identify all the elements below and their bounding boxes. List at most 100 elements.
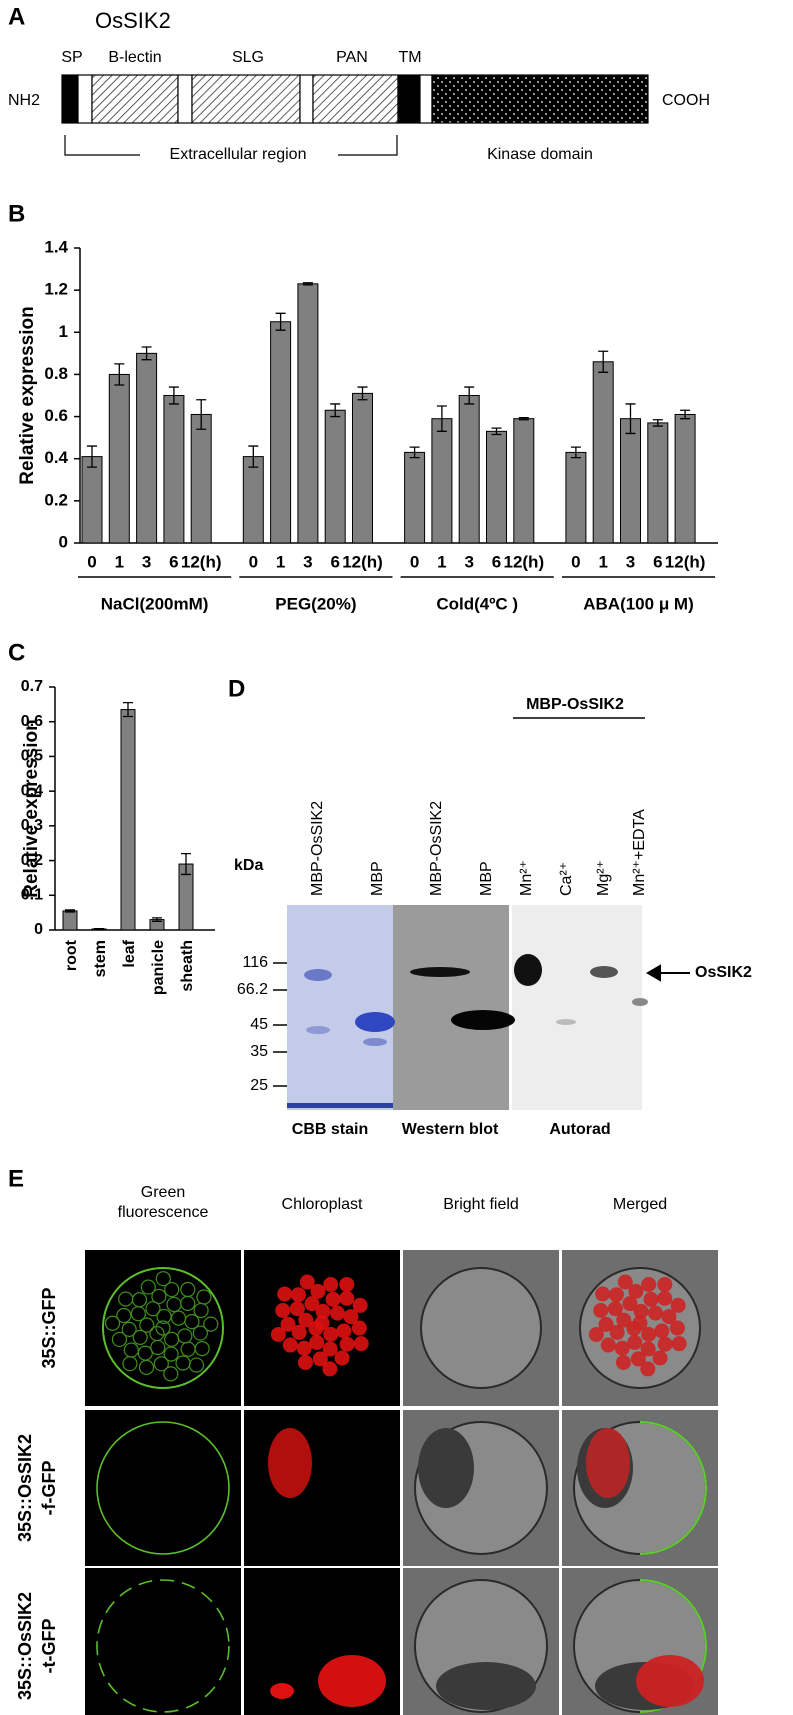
chloroplast: [270, 1683, 294, 1699]
x-tick-label: 0: [410, 552, 419, 571]
micrograph: [244, 1250, 400, 1406]
marker-label: 25: [250, 1077, 268, 1094]
chloroplast: [609, 1324, 625, 1340]
cell-outline: [192, 1325, 208, 1341]
micrograph: [562, 1250, 718, 1406]
lane-label: Ca²⁺: [558, 862, 575, 896]
chloroplast: [593, 1302, 609, 1318]
membrane: [96, 1579, 230, 1713]
cell-outline: [138, 1359, 155, 1375]
panel-label: D: [228, 675, 245, 702]
bands: [287, 954, 648, 1108]
micrograph: [244, 1568, 400, 1715]
bracket: [64, 135, 398, 156]
bar: [136, 352, 158, 544]
y-tick-label: 0.1: [21, 887, 43, 904]
bar: [120, 709, 136, 931]
chloroplast: [626, 1321, 642, 1337]
row-label: -t-GFP: [39, 1619, 59, 1674]
chloroplast: [323, 1276, 339, 1292]
c-terminus: COOH: [662, 92, 710, 109]
bar: [297, 283, 319, 544]
bar: [81, 456, 103, 544]
x-tick-label: root: [63, 939, 80, 971]
protein-name: OsSIK2: [95, 8, 171, 33]
y-tick-label: 0.4: [21, 782, 43, 799]
arrow-label: OsSIK2: [695, 964, 752, 981]
error-bar: [491, 427, 502, 436]
error-bar: [87, 445, 97, 468]
chloroplast: [325, 1291, 341, 1307]
chloroplast: [309, 1334, 325, 1350]
chloroplast: [636, 1655, 704, 1707]
micrograph: [244, 1410, 400, 1566]
error-bar: [652, 419, 663, 427]
x-tick-label: 6: [169, 552, 178, 571]
micrograph: [403, 1568, 559, 1715]
domain-bar: [61, 74, 649, 124]
chloroplast: [308, 1321, 324, 1337]
chloroplast: [280, 1316, 296, 1332]
cell-outline: [116, 1307, 132, 1324]
y-axis-label: Relative expression: [21, 719, 42, 897]
error-bar: [275, 312, 286, 331]
domain-label: PAN: [336, 49, 368, 66]
chloroplast: [268, 1428, 312, 1498]
y-tick-label: 0.2: [44, 490, 68, 509]
cell: [420, 1267, 542, 1389]
cell-outline: [139, 1317, 155, 1333]
chloroplast: [290, 1287, 306, 1303]
micrograph: [562, 1568, 718, 1715]
domain-label: B-lectin: [108, 49, 161, 66]
chloroplast: [598, 1316, 614, 1332]
y-tick-label: 0.5: [21, 748, 43, 765]
bar: [620, 418, 641, 544]
error-bar: [330, 403, 341, 418]
error-bar: [248, 445, 259, 468]
marker-unit: kDa: [234, 857, 263, 874]
arrow: [646, 964, 690, 982]
bar: [592, 361, 614, 544]
x-tick-label: 6: [653, 552, 662, 571]
x-tick-label: 12(h): [665, 552, 706, 571]
marker-label: 45: [250, 1016, 268, 1033]
bar: [513, 418, 535, 544]
y-tick-label: 0.6: [44, 406, 68, 425]
bar: [431, 418, 453, 544]
chloroplast: [633, 1303, 649, 1319]
chloroplast: [640, 1341, 656, 1357]
chloroplast: [617, 1274, 633, 1290]
error-bar: [152, 917, 162, 922]
lane-label: MBP-OsSIK2: [309, 801, 326, 896]
error-bar: [168, 386, 179, 405]
micrograph: [85, 1250, 241, 1406]
cell-outline: [164, 1281, 180, 1298]
chloroplast: [353, 1336, 369, 1352]
panel-caption: Autorad: [549, 1121, 610, 1138]
cell-outline: [122, 1356, 138, 1372]
micrograph: [85, 1568, 241, 1715]
y-tick-label: 0: [59, 532, 68, 551]
chloroplast: [270, 1326, 286, 1342]
error-bar: [357, 386, 368, 401]
domain-label: SP: [61, 49, 82, 66]
x-tick-label: 0: [249, 552, 258, 571]
marker-label: 66.2: [237, 981, 268, 998]
chloroplast: [608, 1287, 624, 1303]
n-terminus: NH2: [8, 92, 40, 109]
panel-e: E Green fluorescence Chloroplast Bright fie…: [8, 1165, 718, 1715]
region-label: Extracellular region: [170, 146, 307, 163]
error-bar: [65, 909, 75, 913]
group-label: NaCl(200mM): [101, 594, 209, 613]
cell-outline: [118, 1291, 134, 1307]
lane-label: Mn²⁺: [518, 860, 535, 896]
cell-outline: [163, 1346, 179, 1362]
cell-outline: [156, 1308, 172, 1325]
chloroplast: [607, 1301, 623, 1317]
y-tick-label: 0: [34, 921, 43, 938]
x-tick-label: sheath: [179, 940, 196, 992]
chloroplast: [312, 1351, 328, 1367]
row-label: -f-GFP: [39, 1461, 59, 1516]
bar: [565, 451, 587, 544]
